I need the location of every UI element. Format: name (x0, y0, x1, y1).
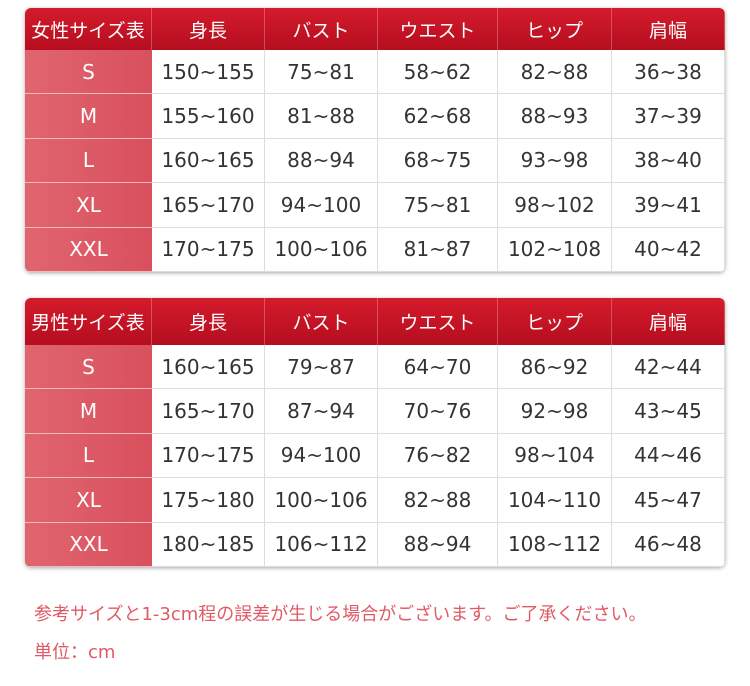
measure-cell: 94~100 (265, 433, 378, 479)
measure-cell: 104~110 (498, 478, 612, 523)
measure-cell: 100~106 (265, 227, 378, 272)
measure-cell: 88~93 (498, 94, 612, 139)
header-cell: 肩幅 (612, 298, 725, 345)
measure-cell: 155~160 (152, 94, 265, 139)
measure-cell: 106~112 (265, 522, 378, 567)
header-cell: 肩幅 (612, 8, 725, 50)
measure-cell: 160~165 (152, 345, 265, 390)
header-cell: ウエスト (378, 8, 498, 50)
measure-cell: 39~41 (612, 183, 725, 228)
measure-cell: 70~76 (378, 389, 498, 434)
measure-cell: 75~81 (265, 50, 378, 95)
measure-cell: 165~170 (152, 183, 265, 228)
measure-cell: 160~165 (152, 138, 265, 184)
size-label: L (25, 138, 152, 184)
header-cell: バスト (265, 298, 378, 345)
measure-cell: 36~38 (612, 50, 725, 95)
measure-cell: 42~44 (612, 345, 725, 390)
measure-cell: 93~98 (498, 138, 612, 184)
size-table: 男性サイズ表 身長 バスト ウエスト ヒップ 肩幅 S 160~165 79~87 64~70 86… (25, 298, 725, 567)
size-label: XXL (25, 522, 152, 567)
measure-cell: 64~70 (378, 345, 498, 390)
measure-cell: 82~88 (498, 50, 612, 95)
measure-cell: 180~185 (152, 522, 265, 567)
measure-cell: 88~94 (265, 138, 378, 184)
size-label: XXL (25, 227, 152, 272)
measure-cell: 175~180 (152, 478, 265, 523)
measure-cell: 150~155 (152, 50, 265, 95)
measure-cell: 94~100 (265, 183, 378, 228)
header-cell: 身長 (152, 8, 265, 50)
measure-cell: 40~42 (612, 227, 725, 272)
note: 参考サイズと1-3cm程の誤差が生じる場合がございます。ご了承ください。 (34, 604, 647, 625)
size-label: M (25, 94, 152, 139)
header-cell: ヒップ (498, 298, 612, 345)
measure-cell: 75~81 (378, 183, 498, 228)
measure-cell: 86~92 (498, 345, 612, 390)
measure-cell: 46~48 (612, 522, 725, 567)
measure-cell: 92~98 (498, 389, 612, 434)
measure-cell: 88~94 (378, 522, 498, 567)
measure-cell: 79~87 (265, 345, 378, 390)
measure-cell: 82~88 (378, 478, 498, 523)
header-cell: 男性サイズ表 (25, 298, 152, 345)
measure-cell: 108~112 (498, 522, 612, 567)
size-label: XL (25, 478, 152, 523)
measure-cell: 44~46 (612, 433, 725, 479)
measure-cell: 87~94 (265, 389, 378, 434)
measure-cell: 165~170 (152, 389, 265, 434)
measure-cell: 76~82 (378, 433, 498, 479)
size-label: S (25, 345, 152, 390)
header-cell: ヒップ (498, 8, 612, 50)
measure-cell: 170~175 (152, 433, 265, 479)
measure-cell: 37~39 (612, 94, 725, 139)
size-label: S (25, 50, 152, 95)
measure-cell: 98~102 (498, 183, 612, 228)
measure-cell: 68~75 (378, 138, 498, 184)
size-label: XL (25, 183, 152, 228)
header-cell: 身長 (152, 298, 265, 345)
measure-cell: 45~47 (612, 478, 725, 523)
measure-cell: 43~45 (612, 389, 725, 434)
measure-cell: 98~104 (498, 433, 612, 479)
size-label: L (25, 433, 152, 479)
measure-cell: 170~175 (152, 227, 265, 272)
measure-cell: 100~106 (265, 478, 378, 523)
header-cell: ウエスト (378, 298, 498, 345)
measure-cell: 62~68 (378, 94, 498, 139)
measure-cell: 38~40 (612, 138, 725, 184)
header-cell: バスト (265, 8, 378, 50)
measure-cell: 81~88 (265, 94, 378, 139)
measure-cell: 81~87 (378, 227, 498, 272)
measure-cell: 102~108 (498, 227, 612, 272)
size-label: M (25, 389, 152, 434)
header-cell: 女性サイズ表 (25, 8, 152, 50)
size-table: 女性サイズ表 身長 バスト ウエスト ヒップ 肩幅 S 150~155 75~81 58~62 82… (25, 8, 725, 272)
measure-cell: 58~62 (378, 50, 498, 95)
unit-note: 単位：cm (34, 642, 116, 663)
